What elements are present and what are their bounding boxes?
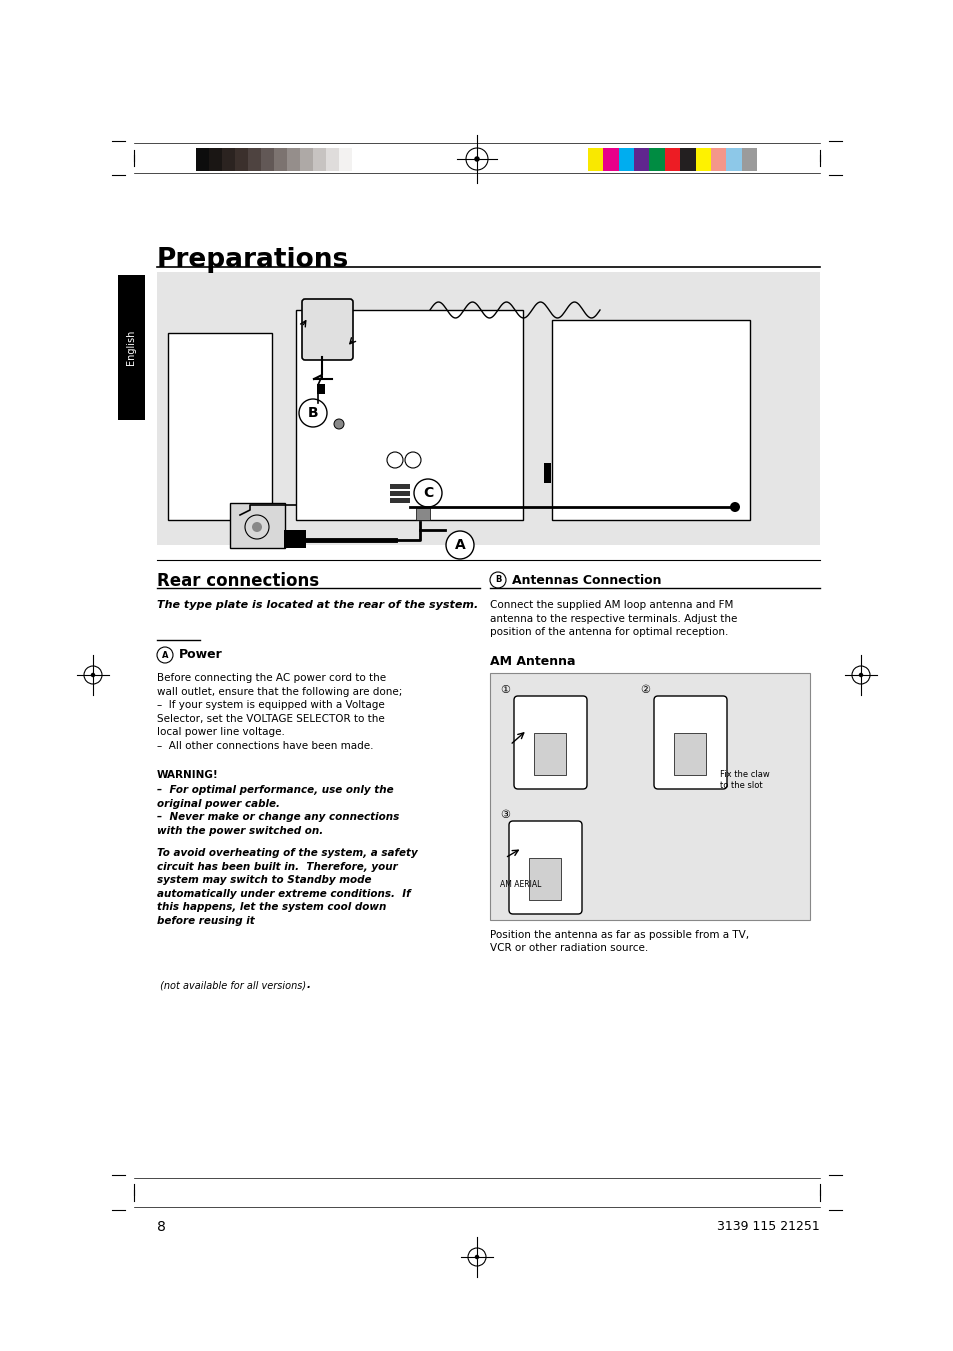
Text: B: B [495,576,500,585]
Text: 3139 115 21251: 3139 115 21251 [717,1220,820,1233]
FancyBboxPatch shape [654,696,726,789]
Bar [222,149,234,172]
Text: ②: ② [639,685,649,694]
Bar [195,149,209,172]
Text: Fix the claw
to the slot: Fix the claw to the slot [720,770,769,790]
Text: Connect the supplied AM loop antenna and FM
antenna to the respective terminals.: Connect the supplied AM loop antenna and… [490,600,737,638]
Bar [602,149,618,172]
Bar [740,149,757,172]
Bar [543,463,551,484]
Text: C: C [422,486,433,500]
Circle shape [334,419,344,430]
Bar [248,149,261,172]
Bar [230,503,285,549]
Circle shape [446,531,474,559]
Bar [552,320,749,520]
Text: .: . [307,979,311,990]
Text: The type plate is located at the rear of the system.: The type plate is located at the rear of… [157,600,477,611]
Bar [209,149,222,172]
Text: A: A [455,538,465,553]
Bar [274,149,287,172]
Text: Before connecting the AC power cord to the
wall outlet, ensure that the followin: Before connecting the AC power cord to t… [157,673,402,751]
Bar [118,276,145,420]
Bar [261,149,274,172]
Bar [390,499,410,503]
Bar [295,309,522,520]
Bar [664,149,679,172]
Bar [299,149,313,172]
Circle shape [858,673,862,677]
Circle shape [474,157,479,162]
Text: English: English [126,330,136,365]
Text: Antennas Connection: Antennas Connection [512,574,660,586]
Text: Preparations: Preparations [157,247,349,273]
Bar [313,149,326,172]
Text: Power: Power [179,648,222,662]
Bar [673,732,705,775]
Circle shape [234,509,245,520]
Bar [338,149,352,172]
Bar [649,149,664,172]
Text: AM Antenna: AM Antenna [490,655,575,667]
FancyBboxPatch shape [509,821,581,915]
Text: 8: 8 [157,1220,166,1233]
Bar [490,673,809,920]
Bar [168,332,272,520]
Bar [534,732,565,775]
Text: Rear connections: Rear connections [157,571,319,590]
Text: (not available for all versions): (not available for all versions) [157,979,306,990]
Bar [634,149,649,172]
Text: B: B [308,407,318,420]
Bar [695,149,710,172]
Bar [679,149,695,172]
Bar [587,149,602,172]
Circle shape [298,399,327,427]
Bar [416,508,430,520]
Circle shape [475,1255,478,1259]
Circle shape [729,503,740,512]
Text: –  For optimal performance, use only the
original power cable.
–  Never make or : – For optimal performance, use only the … [157,785,399,836]
Text: Position the antenna as far as possible from a TV,
VCR or other radiation source: Position the antenna as far as possible … [490,929,748,954]
Text: ①: ① [499,685,510,694]
Text: AM AERIAL: AM AERIAL [499,880,540,889]
Bar [390,484,410,489]
FancyBboxPatch shape [514,696,586,789]
Text: To avoid overheating of the system, a safety
circuit has been built in.  Therefo: To avoid overheating of the system, a sa… [157,848,417,925]
Circle shape [252,521,262,532]
Bar [157,272,820,544]
Circle shape [91,673,95,677]
Bar [287,149,299,172]
Bar [234,149,248,172]
Text: ③: ③ [499,811,510,820]
Bar [710,149,725,172]
Circle shape [157,647,172,663]
Circle shape [414,480,441,507]
Circle shape [490,571,505,588]
Bar [326,149,338,172]
Text: A: A [162,650,168,659]
Bar [725,149,740,172]
Text: WARNING!: WARNING! [157,770,218,780]
Bar [284,530,306,549]
Bar [352,149,365,172]
Bar [618,149,634,172]
Bar [390,490,410,496]
FancyBboxPatch shape [302,299,353,359]
Bar [529,858,560,900]
Bar [316,384,325,394]
